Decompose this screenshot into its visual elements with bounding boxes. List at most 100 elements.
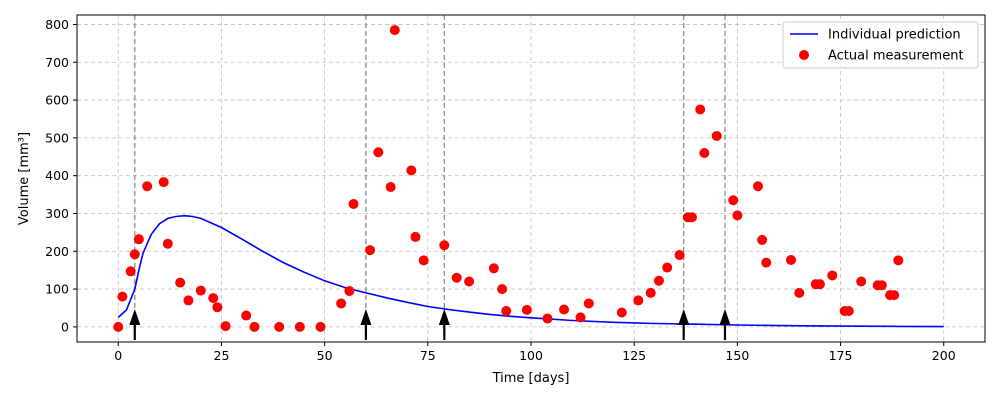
measurement-point: [794, 287, 805, 298]
measurement-point: [175, 277, 186, 288]
measurement-point: [117, 291, 128, 302]
measurement-point: [348, 199, 359, 210]
measurement-point: [365, 245, 376, 256]
measurement-point: [418, 255, 429, 266]
y-tick-label: 200: [45, 244, 69, 259]
measurement-point: [786, 254, 797, 265]
measurement-point: [633, 295, 644, 306]
measurement-point: [113, 321, 124, 332]
measurement-point: [464, 276, 475, 287]
measurement-point: [662, 262, 673, 273]
x-axis-label: Time [days]: [492, 371, 570, 386]
measurement-point: [497, 284, 508, 295]
measurement-point: [501, 306, 512, 317]
x-tick-label: 175: [829, 348, 853, 363]
x-tick-label: 75: [420, 348, 436, 363]
x-tick-label: 50: [317, 348, 333, 363]
measurement-point: [142, 181, 153, 192]
measurement-point: [406, 165, 417, 176]
measurement-point: [583, 298, 594, 309]
measurement-point: [695, 104, 706, 115]
dosing-arrow-head: [719, 309, 731, 325]
x-tick-label: 100: [519, 348, 543, 363]
measurement-point: [728, 195, 739, 206]
measurement-point: [125, 266, 136, 277]
measurement-point: [344, 285, 355, 296]
measurement-point: [373, 147, 384, 158]
measurement-point: [274, 321, 285, 332]
x-tick-label: 0: [114, 348, 122, 363]
y-tick-label: 600: [45, 93, 69, 108]
dosing-lines: [134, 15, 726, 342]
legend-label-prediction: Individual prediction: [828, 28, 961, 43]
measurement-point: [761, 257, 772, 268]
dosing-arrow-head: [129, 309, 141, 325]
y-tick-label: 400: [45, 168, 69, 183]
measurement-point: [856, 276, 867, 287]
measurement-point: [220, 321, 231, 332]
measurement-point: [195, 285, 206, 296]
y-tick-label: 0: [61, 319, 69, 334]
x-tick-label: 125: [622, 348, 646, 363]
measurement-point: [653, 275, 664, 286]
measurement-point: [732, 210, 743, 221]
measurement-point: [451, 272, 462, 283]
dosing-arrow-head: [438, 309, 450, 325]
measurement-point: [616, 307, 627, 318]
measurement-point: [674, 250, 685, 261]
measurement-point: [129, 249, 140, 260]
legend-marker-swatch: [799, 50, 809, 60]
measurement-point: [645, 287, 656, 298]
y-axis-ticks: 0 100 200 300 400 500 600 700 800: [45, 17, 77, 334]
measurement-point: [757, 234, 768, 245]
y-tick-label: 100: [45, 282, 69, 297]
y-tick-label: 500: [45, 130, 69, 145]
measurement-point: [521, 304, 532, 315]
measurement-point: [575, 312, 586, 323]
y-axis-label: Volume [mm³]: [17, 132, 32, 225]
measurement-point: [893, 255, 904, 266]
x-tick-label: 200: [932, 348, 956, 363]
measurement-point: [212, 302, 223, 313]
measurement-points: [113, 25, 904, 332]
x-axis-ticks: 0 25 50 75 100 125 150 175 200: [114, 342, 956, 363]
measurement-point: [542, 313, 553, 324]
x-tick-label: 25: [214, 348, 230, 363]
dosing-arrow-head: [360, 309, 372, 325]
dosing-arrow-head: [678, 309, 690, 325]
measurement-point: [889, 290, 900, 301]
measurement-point: [876, 280, 887, 291]
measurement-point: [208, 293, 219, 304]
measurement-point: [753, 181, 763, 192]
measurement-point: [315, 321, 326, 332]
measurement-point: [133, 234, 144, 245]
measurement-point: [183, 295, 194, 306]
measurement-point: [827, 270, 838, 281]
measurement-point: [389, 25, 400, 36]
measurement-point: [711, 130, 722, 141]
measurement-point: [162, 238, 173, 249]
measurement-point: [488, 263, 499, 274]
measurement-point: [410, 231, 421, 242]
legend-label-measurement: Actual measurement: [828, 49, 964, 64]
measurement-point: [814, 279, 825, 290]
measurement-point: [686, 212, 697, 223]
legend: Individual prediction Actual measurement: [782, 21, 979, 69]
measurement-point: [439, 240, 450, 251]
measurement-point: [294, 321, 305, 332]
y-tick-label: 700: [45, 55, 69, 70]
measurement-point: [559, 304, 570, 315]
y-tick-label: 300: [45, 206, 69, 221]
measurement-point: [699, 147, 710, 158]
measurement-point: [158, 177, 169, 188]
x-tick-label: 150: [725, 348, 749, 363]
y-tick-label: 800: [45, 17, 69, 32]
measurement-point: [843, 306, 854, 317]
measurement-point: [241, 310, 252, 321]
dosing-arrows: [129, 309, 731, 340]
measurement-point: [385, 182, 396, 193]
legend-box: [782, 21, 979, 69]
measurement-point: [336, 298, 347, 309]
measurement-point: [249, 321, 260, 332]
